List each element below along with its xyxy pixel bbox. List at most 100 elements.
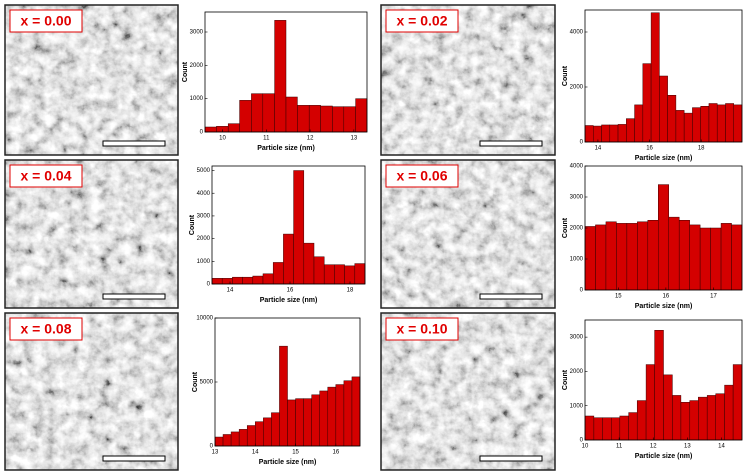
histogram-bar — [698, 396, 708, 441]
x-axis-label: Particle size (nm) — [635, 155, 693, 162]
x-axis-label: Particle size (nm) — [260, 297, 318, 304]
histogram-bar — [343, 380, 353, 447]
histogram-bar — [319, 390, 329, 447]
histogram-bar — [332, 106, 345, 133]
histogram-bar — [274, 20, 287, 133]
histogram-bar — [297, 105, 310, 133]
histogram-bar — [355, 98, 368, 133]
histogram-bar — [628, 412, 638, 441]
histogram-bar — [252, 275, 264, 285]
histogram-bar — [221, 278, 233, 285]
y-axis-label: Count — [562, 369, 569, 390]
image-label: x = 0.04 — [21, 168, 72, 184]
x-axis-label: Particle size (nm) — [635, 453, 693, 460]
y-tick-label: 2000 — [570, 369, 584, 375]
histogram-bar — [323, 264, 335, 285]
histogram-bar — [593, 125, 602, 143]
image-frame — [380, 159, 556, 309]
label-box — [9, 9, 83, 33]
histogram-bar — [689, 400, 699, 441]
x-tick-label: 13 — [212, 450, 219, 456]
histogram-bar — [663, 374, 673, 441]
y-tick-label: 3000 — [570, 195, 584, 201]
histogram-bar — [313, 256, 325, 285]
histogram-bar — [634, 104, 644, 143]
y-tick-label: 1000 — [190, 96, 204, 102]
y-tick-label: 0 — [580, 288, 584, 294]
histogram-bar — [246, 425, 256, 447]
plot-frame — [584, 319, 743, 441]
x-tick-label: 16 — [646, 146, 653, 152]
histogram-bar — [584, 125, 594, 143]
histogram-bar — [279, 345, 288, 447]
histogram-bar — [715, 393, 725, 441]
histogram-bar — [609, 124, 619, 143]
x-tick-label: 16 — [663, 294, 670, 300]
histogram-bar — [720, 223, 732, 291]
label-box — [9, 164, 83, 188]
histogram-bar — [222, 434, 232, 447]
histogram-bar — [227, 123, 240, 133]
histogram-bar — [285, 96, 298, 133]
histogram-bar — [668, 216, 680, 291]
histogram-bar — [667, 95, 677, 143]
x-axis-label: Particle size (nm) — [257, 145, 315, 152]
histogram-bar — [283, 233, 294, 285]
y-axis-label: Count — [189, 214, 196, 235]
x-tick-label: 14 — [252, 450, 259, 456]
image-label: x = 0.02 — [397, 13, 448, 29]
histogram-bar — [699, 227, 711, 291]
image-frame — [380, 4, 556, 156]
y-tick-label: 0 — [580, 438, 584, 444]
image-label: x = 0.06 — [397, 168, 448, 184]
histogram-bar — [626, 118, 635, 143]
y-tick-label: 0 — [200, 130, 204, 136]
y-tick-label: 1000 — [197, 259, 211, 265]
histogram-bar — [320, 105, 333, 133]
scale-bar — [102, 455, 166, 462]
histogram-bar — [706, 395, 716, 441]
label-box — [385, 164, 459, 188]
histogram-bar — [605, 221, 617, 291]
x-tick-label: 13 — [684, 444, 691, 450]
y-tick-label: 4000 — [197, 191, 211, 197]
y-tick-label: 2000 — [190, 63, 204, 69]
histogram-bar — [680, 402, 691, 441]
histogram-bar — [211, 278, 223, 285]
histogram-bar — [238, 429, 248, 447]
image-frame — [4, 159, 179, 309]
histogram-bar — [343, 106, 356, 133]
x-tick-label: 10 — [219, 136, 226, 142]
y-axis-label: Count — [182, 61, 189, 82]
plot-frame — [584, 9, 743, 143]
y-tick-label: 1000 — [570, 257, 584, 263]
histogram-bar — [255, 421, 264, 447]
histogram-bar — [658, 184, 669, 291]
y-axis-label: Count — [562, 217, 569, 238]
histogram-bar — [642, 63, 652, 143]
x-tick-label: 15 — [292, 450, 299, 456]
histogram-bar — [251, 93, 264, 133]
histogram-bar — [287, 399, 296, 447]
plot-frame — [211, 165, 366, 285]
x-tick-label: 15 — [615, 294, 622, 300]
histogram-bar — [351, 376, 361, 447]
scale-bar — [479, 455, 543, 462]
histogram-bar — [732, 364, 743, 441]
histogram-bar — [692, 107, 701, 143]
scale-bar — [479, 293, 543, 300]
histogram-bar — [335, 384, 345, 447]
histogram-bar — [272, 262, 284, 285]
histogram-bar — [601, 124, 611, 143]
histogram-bar — [263, 417, 272, 447]
histogram-bar — [204, 126, 217, 133]
histogram-bar — [230, 431, 240, 447]
histogram-bar — [731, 224, 743, 291]
image-label: x = 0.08 — [21, 321, 72, 337]
scale-bar — [479, 140, 543, 147]
histogram-bar — [602, 417, 612, 441]
histogram-bar — [675, 110, 685, 143]
image-label: x = 0.00 — [21, 13, 72, 29]
label-box — [385, 317, 459, 341]
histogram-bar — [354, 263, 366, 285]
